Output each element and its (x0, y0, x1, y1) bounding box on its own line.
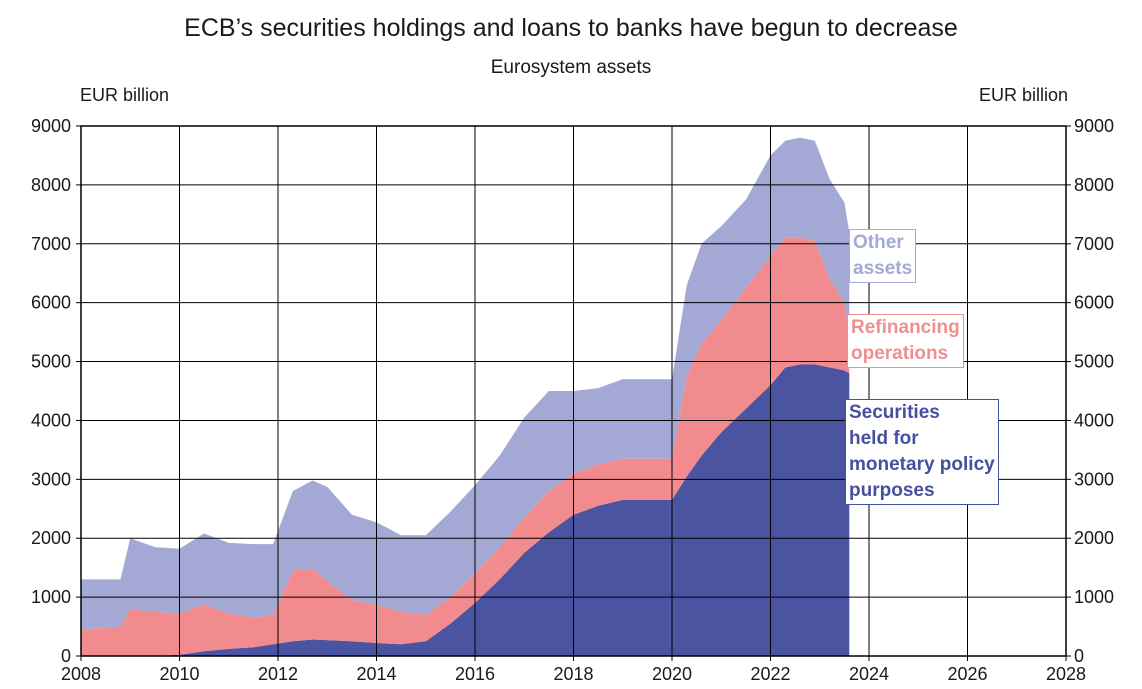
y-tick-label-right: 8000 (1074, 175, 1114, 195)
securities-label-line: held for (849, 428, 919, 449)
x-tick-label: 2010 (159, 664, 199, 684)
x-axis-ticks: 2008 2010 2012 2014 2016 2018 2020 2022 2024 2026… (61, 656, 1086, 684)
y-tick-label-right: 4000 (1074, 410, 1114, 430)
y-tick-label-left: 9000 (31, 116, 71, 136)
x-tick-label: 2026 (947, 664, 987, 684)
refinancing-operations-label: Refinancing operations (847, 314, 964, 368)
y-tick-label-right: 1000 (1074, 587, 1114, 607)
x-tick-label: 2016 (455, 664, 495, 684)
series-areas (81, 137, 850, 656)
y-tick-label-left: 6000 (31, 293, 71, 313)
x-tick-label: 2020 (652, 664, 692, 684)
y-tick-label-right: 0 (1074, 646, 1084, 666)
y-tick-label-left: 8000 (31, 175, 71, 195)
refinancing-label-line: Refinancing (851, 317, 960, 338)
left-y-axis-ticks: 0 1000 2000 3000 4000 5000 6000 7000 8000 9000 (31, 116, 81, 666)
securities-label: Securities held for monetary policy purp… (845, 399, 999, 505)
gridlines (80, 125, 1067, 657)
x-tick-label: 2024 (849, 664, 889, 684)
y-tick-label-right: 6000 (1074, 293, 1114, 313)
other-assets-label: Other assets (849, 229, 917, 283)
other-assets-label-line: Other (853, 232, 904, 253)
y-tick-label-left: 1000 (31, 587, 71, 607)
chart-title: ECB’s securities holdings and loans to b… (184, 14, 958, 42)
y-tick-label-left: 0 (61, 646, 71, 666)
right-axis-unit: EUR billion (978, 85, 1068, 105)
refinancing-area (81, 237, 850, 656)
y-tick-label-left: 7000 (31, 234, 71, 254)
securities-area (81, 364, 850, 656)
chart-subtitle: Eurosystem assets (490, 57, 652, 78)
x-tick-label: 2008 (61, 664, 101, 684)
y-tick-label-right: 7000 (1074, 234, 1114, 254)
securities-label-line: purposes (849, 480, 935, 501)
y-tick-label-left: 2000 (31, 528, 71, 548)
other-assets-area (81, 137, 850, 630)
securities-label-line: monetary policy (849, 454, 995, 475)
x-tick-label: 2028 (1046, 664, 1086, 684)
right-y-axis-ticks: 0 1000 2000 3000 4000 5000 6000 7000 8000 9000 (1066, 116, 1114, 666)
refinancing-label-line: operations (851, 343, 949, 364)
y-tick-label-right: 3000 (1074, 469, 1114, 489)
other-assets-label-line: assets (853, 258, 913, 279)
x-tick-label: 2018 (553, 664, 593, 684)
x-tick-label: 2014 (356, 664, 396, 684)
x-tick-label: 2012 (258, 664, 298, 684)
y-tick-label-left: 4000 (31, 410, 71, 430)
y-tick-label-left: 3000 (31, 469, 71, 489)
y-tick-label-right: 2000 (1074, 528, 1114, 548)
securities-label-line: Securities (849, 402, 940, 423)
y-tick-label-right: 5000 (1074, 352, 1114, 372)
x-tick-label: 2022 (750, 664, 790, 684)
y-tick-label-right: 9000 (1074, 116, 1114, 136)
left-axis-unit: EUR billion (80, 85, 170, 105)
y-tick-label-left: 5000 (31, 352, 71, 372)
